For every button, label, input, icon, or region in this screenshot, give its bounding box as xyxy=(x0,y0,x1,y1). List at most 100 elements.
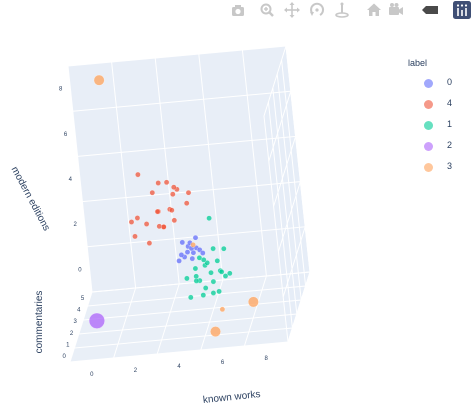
x-tick-label: 6 xyxy=(221,360,225,366)
orbit-rotation-icon xyxy=(310,2,325,16)
pan-icon xyxy=(284,2,300,18)
x-tick-label: 2 xyxy=(134,368,138,374)
z-tick-label: 0 xyxy=(78,267,82,273)
data-point[interactable] xyxy=(88,312,105,329)
z-tick-label: 4 xyxy=(69,177,73,183)
plotly-logo-button[interactable] xyxy=(452,0,472,20)
data-point[interactable] xyxy=(196,255,203,261)
y-axis-title: commentaries xyxy=(34,291,45,354)
legend: label 0 4 1 2 3 xyxy=(404,58,468,181)
data-point[interactable] xyxy=(185,189,192,196)
home-button[interactable] xyxy=(364,0,384,20)
data-point[interactable] xyxy=(132,233,138,240)
legend-item[interactable]: 1 xyxy=(404,118,468,139)
data-point[interactable] xyxy=(192,265,199,272)
data-point[interactable] xyxy=(171,184,177,190)
grid-lines xyxy=(67,45,311,363)
data-point[interactable] xyxy=(154,208,161,215)
pan-button[interactable] xyxy=(282,0,302,20)
data-point[interactable] xyxy=(178,252,185,258)
data-point[interactable] xyxy=(184,275,190,282)
y-tick-label: 5 xyxy=(81,296,85,302)
data-point[interactable] xyxy=(210,245,216,252)
data-point[interactable] xyxy=(146,240,153,246)
camera-view-icon xyxy=(389,3,403,15)
legend-label: 0 xyxy=(447,77,453,87)
data-point[interactable] xyxy=(190,242,196,248)
y-tick-label: 4 xyxy=(77,308,81,314)
data-point[interactable] xyxy=(204,260,210,266)
data-point[interactable] xyxy=(200,250,206,256)
legend-label: 2 xyxy=(447,140,453,150)
plotly-logo-icon xyxy=(453,1,471,19)
data-point[interactable] xyxy=(93,74,105,86)
data-point[interactable] xyxy=(189,255,196,262)
legend-label: 3 xyxy=(447,161,453,171)
data-point[interactable] xyxy=(149,189,156,196)
data-point[interactable] xyxy=(188,294,194,301)
data-point[interactable] xyxy=(200,292,207,298)
data-point[interactable] xyxy=(208,269,214,276)
data-point[interactable] xyxy=(193,278,200,284)
legend-label: 4 xyxy=(447,98,453,108)
data-point[interactable] xyxy=(155,180,161,186)
hover-label-icon xyxy=(422,6,438,14)
z-axis-title: modern editions xyxy=(9,165,52,233)
zoom-button[interactable] xyxy=(257,0,277,20)
data-point[interactable] xyxy=(210,278,217,285)
data-point[interactable] xyxy=(193,273,199,280)
data-point[interactable] xyxy=(171,217,178,224)
x-axis-title: known works xyxy=(202,389,261,406)
data-point[interactable] xyxy=(222,273,229,279)
legend-label: 1 xyxy=(447,119,453,129)
legend-item[interactable]: 3 xyxy=(404,160,468,181)
data-point[interactable] xyxy=(170,191,176,197)
data-point[interactable] xyxy=(134,215,141,221)
data-point[interactable] xyxy=(161,224,167,230)
grid-line-y xyxy=(91,45,311,293)
modebar xyxy=(224,0,474,20)
data-point[interactable] xyxy=(176,258,182,264)
data-point[interactable] xyxy=(216,288,222,295)
data-point[interactable] xyxy=(214,258,221,264)
data-point[interactable] xyxy=(128,219,135,225)
camera-icon xyxy=(232,5,244,16)
data-point[interactable] xyxy=(248,296,259,308)
data-point[interactable] xyxy=(218,269,225,275)
y-tick-label: 2 xyxy=(70,331,74,337)
legend-item[interactable]: 4 xyxy=(404,97,468,118)
turntable-rotation-button[interactable] xyxy=(332,0,352,20)
home-icon xyxy=(367,3,381,16)
data-point[interactable] xyxy=(210,326,221,337)
data-point[interactable] xyxy=(210,290,217,296)
legend-marker xyxy=(424,79,433,88)
x-tick-label: 0 xyxy=(90,372,94,378)
data-point[interactable] xyxy=(183,200,190,206)
data-point[interactable] xyxy=(227,270,233,277)
legend-item[interactable]: 0 xyxy=(404,76,468,97)
legend-marker xyxy=(424,142,433,151)
data-point[interactable] xyxy=(143,221,150,227)
z-tick-label: 8 xyxy=(59,87,63,93)
legend-item[interactable]: 2 xyxy=(404,139,468,160)
orbit-rotation-button[interactable] xyxy=(307,0,327,20)
data-point[interactable] xyxy=(219,306,226,313)
legend-marker xyxy=(424,100,433,109)
legend-marker xyxy=(424,163,433,172)
data-point[interactable] xyxy=(169,207,175,213)
data-point[interactable] xyxy=(184,249,191,255)
legend-title: label xyxy=(408,58,428,68)
data-point[interactable] xyxy=(192,234,199,241)
data-point[interactable] xyxy=(206,215,212,221)
data-point[interactable] xyxy=(221,245,227,252)
data-point[interactable] xyxy=(179,239,186,246)
zoom-icon xyxy=(260,3,274,17)
data-point[interactable] xyxy=(202,285,209,291)
camera-button[interactable] xyxy=(228,0,248,20)
x-tick-label: 8 xyxy=(265,356,269,362)
data-point[interactable] xyxy=(163,179,170,186)
hover-label-button[interactable] xyxy=(420,0,440,20)
camera-view-button[interactable] xyxy=(386,0,406,20)
data-point[interactable] xyxy=(135,171,141,178)
